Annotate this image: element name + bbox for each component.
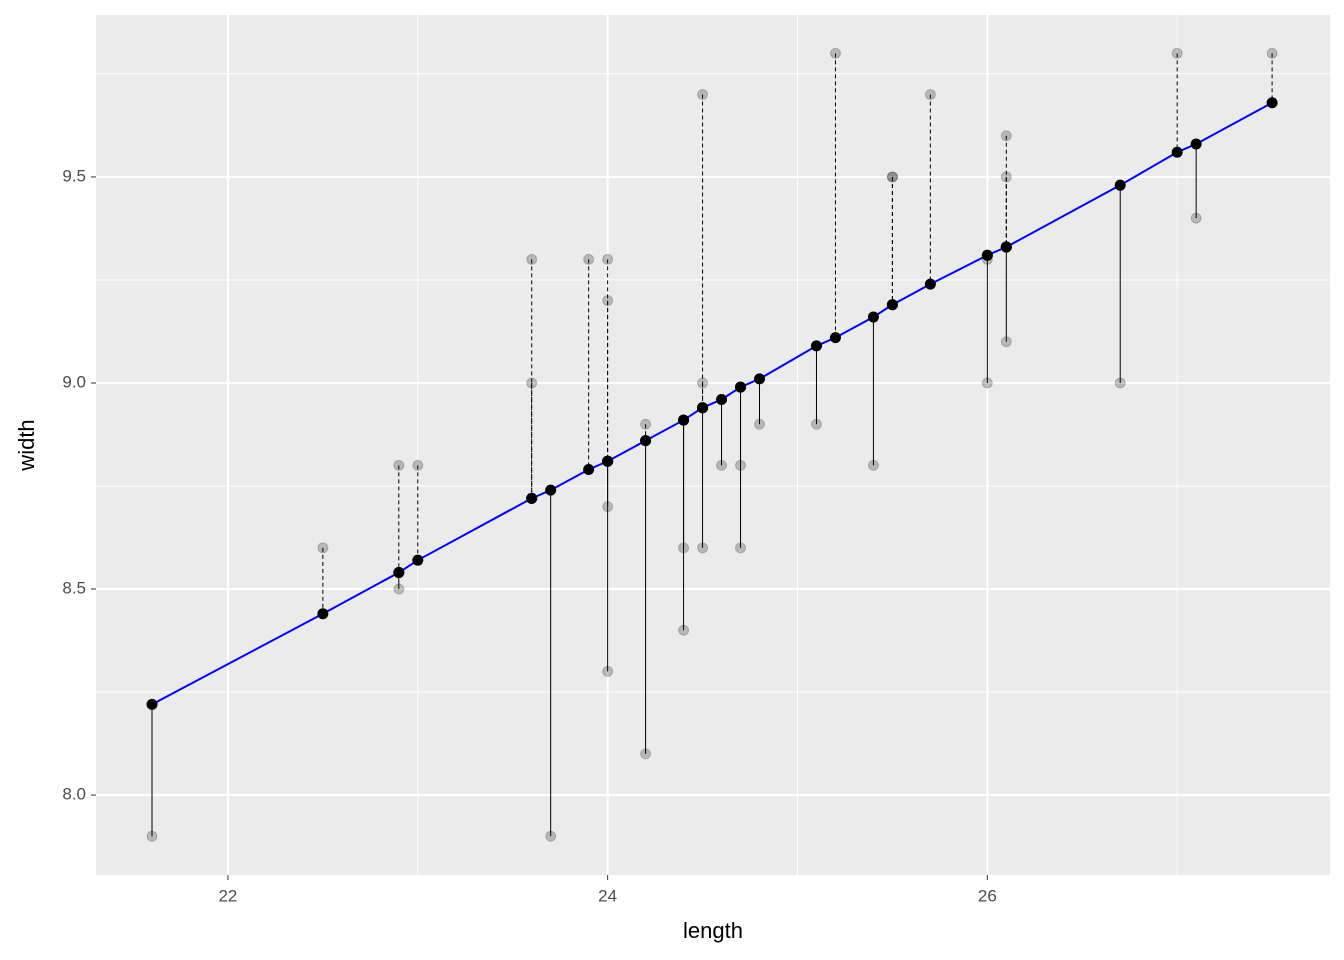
fitted-point (886, 299, 898, 311)
observed-point (829, 47, 841, 59)
fitted-point (1114, 179, 1126, 191)
y-tick-label: 9.5 (62, 166, 86, 185)
observed-point (640, 418, 652, 430)
observed-point (697, 377, 709, 389)
y-tick-label: 9.0 (62, 372, 86, 391)
observed-point (393, 459, 405, 471)
fitted-point (1000, 241, 1012, 253)
y-axis-title: width (14, 419, 39, 471)
fitted-point (1171, 146, 1183, 158)
fitted-point (583, 464, 595, 476)
observed-point (1190, 212, 1202, 224)
x-tick-label: 26 (978, 886, 997, 905)
observed-point (678, 542, 690, 554)
observed-point (526, 377, 538, 389)
fitted-point (146, 698, 158, 710)
fitted-point (810, 340, 822, 352)
fitted-point (545, 484, 557, 496)
fitted-point (602, 455, 614, 467)
fitted-point (317, 608, 329, 620)
observed-point (602, 295, 614, 307)
fitted-point (924, 278, 936, 290)
fitted-point (526, 492, 538, 504)
fitted-point (735, 381, 747, 393)
observed-point (924, 89, 936, 101)
observed-point (583, 253, 595, 265)
observed-point (735, 459, 747, 471)
observed-point (146, 830, 158, 842)
observed-point (697, 542, 709, 554)
observed-point (640, 748, 652, 760)
observed-point (716, 459, 728, 471)
observed-point (735, 542, 747, 554)
observed-point (1000, 336, 1012, 348)
observed-point (867, 459, 879, 471)
observed-point (602, 253, 614, 265)
x-tick-label: 22 (218, 886, 237, 905)
fitted-point (412, 554, 424, 566)
fitted-point (867, 311, 879, 323)
fitted-point (1266, 97, 1278, 109)
observed-point (317, 542, 329, 554)
fitted-point (640, 435, 652, 447)
observed-point (526, 253, 538, 265)
fitted-point (829, 332, 841, 344)
y-tick-label: 8.5 (62, 579, 86, 598)
observed-point (545, 830, 557, 842)
fitted-point (697, 402, 709, 414)
observed-point (810, 418, 822, 430)
observed-point (412, 459, 424, 471)
fitted-point (1190, 138, 1202, 150)
x-tick-label: 24 (598, 886, 617, 905)
observed-point (981, 377, 993, 389)
fitted-point (678, 414, 690, 426)
observed-point (1266, 47, 1278, 59)
fitted-point (716, 393, 728, 405)
observed-point (1114, 377, 1126, 389)
observed-point (602, 665, 614, 677)
observed-point (886, 171, 898, 183)
observed-point (393, 583, 405, 595)
observed-point (678, 624, 690, 636)
fitted-point (393, 567, 405, 579)
observed-point (886, 171, 898, 183)
observed-point (754, 418, 766, 430)
observed-point (1000, 171, 1012, 183)
observed-point (602, 501, 614, 513)
observed-point (1000, 130, 1012, 142)
observed-point (1171, 47, 1183, 59)
panel (96, 15, 1330, 875)
fitted-point (981, 249, 993, 261)
observed-point (697, 89, 709, 101)
y-tick-label: 8.0 (62, 785, 86, 804)
x-axis-title: length (683, 918, 743, 943)
fitted-point (754, 373, 766, 385)
